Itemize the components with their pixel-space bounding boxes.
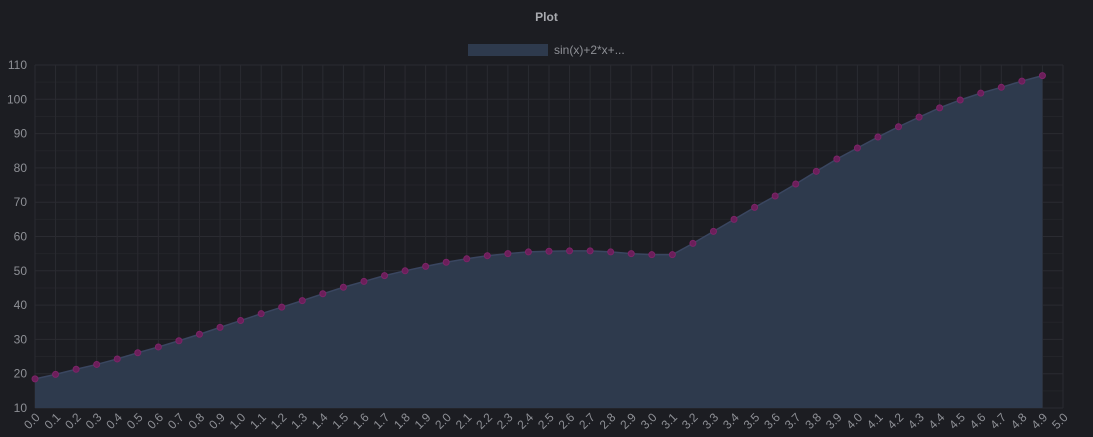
data-point [319,290,327,298]
data-point [401,267,409,275]
data-point [504,250,512,258]
data-point [607,248,615,256]
data-point [257,310,265,318]
area-fill [35,75,1043,409]
y-tick-label: 50 [14,264,28,278]
y-tick-label: 70 [14,195,28,209]
data-point [463,255,471,263]
y-tick-label: 40 [14,298,28,312]
legend-label[interactable]: sin(x)+2*x+... [554,43,625,57]
data-point [936,104,944,112]
data-point [154,343,162,351]
data-point [298,297,306,305]
data-point [792,180,800,188]
data-point [812,167,820,175]
data-point [483,252,491,260]
y-tick-label: 100 [7,92,27,106]
data-point [668,251,676,259]
data-point [997,83,1005,91]
legend[interactable]: sin(x)+2*x+... [468,43,625,57]
data-point [381,272,389,280]
data-point [586,247,594,255]
y-tick-label: 60 [14,230,28,244]
data-point [566,247,574,255]
data-point [853,144,861,152]
y-axis-ticks: 10 20 30 40 50 60 70 80 90 100 110 [7,58,27,415]
y-tick-label: 20 [14,367,28,381]
y-tick-label: 90 [14,127,28,141]
y-tick-label: 10 [14,401,28,415]
legend-swatch[interactable] [468,44,548,56]
data-point [915,113,923,121]
data-point [524,248,532,256]
data-point [93,360,101,368]
data-point [216,323,224,331]
y-tick-label: 30 [14,332,28,346]
data-point [751,203,759,211]
data-point [360,277,368,285]
data-point [977,89,985,97]
area-line [34,74,1043,380]
data-point [730,215,738,223]
data-point [771,192,779,200]
data-point [1018,77,1026,85]
data-point [1038,72,1046,80]
data-point [237,317,245,325]
data-point [134,349,142,357]
data-point [195,330,203,338]
data-point [31,375,39,383]
data-point [709,227,717,235]
data-point [72,365,80,373]
data-point [956,96,964,104]
plot-area [34,74,1043,409]
data-point [422,262,430,270]
chart-title: Plot [535,10,558,24]
data-point [52,370,60,378]
data-point [689,239,697,247]
data-point [545,247,553,255]
data-point [627,250,635,258]
data-point [895,123,903,131]
data-point [874,133,882,141]
y-tick-label: 80 [14,161,28,175]
data-points [31,72,1046,383]
data-point [175,337,183,345]
data-point [648,251,656,259]
data-point [113,355,121,363]
y-tick-label: 110 [8,58,27,72]
data-point [339,283,347,291]
data-point [442,258,450,266]
data-point [833,155,841,163]
data-point [278,303,286,311]
